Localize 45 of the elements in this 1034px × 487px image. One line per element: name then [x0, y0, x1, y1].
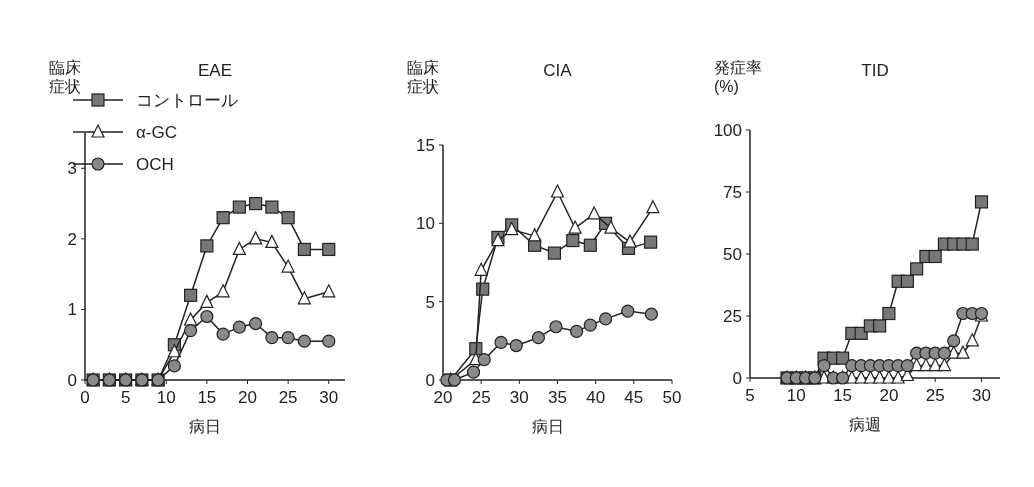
y-tick-label: 3 — [67, 159, 77, 179]
y-tick-label: 75 — [723, 183, 742, 202]
legend-label: OCH — [136, 155, 174, 174]
legend-label: コントロール — [136, 91, 238, 110]
chart-title: EAE — [197, 61, 233, 80]
x-tick-label: 35 — [548, 388, 567, 407]
x-tick-label: 0 — [80, 388, 90, 407]
x-tick-label: 25 — [278, 388, 298, 407]
y-tick-label: 2 — [67, 229, 77, 249]
x-tick-label: 5 — [745, 386, 755, 405]
x-tick-label: 20 — [433, 388, 453, 407]
y-tick-label: 25 — [723, 307, 742, 326]
x-tick-label: 50 — [662, 388, 682, 407]
x-axis-title: 病日 — [531, 418, 564, 435]
x-axis-title: 病週 — [849, 416, 881, 433]
x-tick-label: 30 — [509, 388, 529, 407]
x-tick-label: 10 — [156, 388, 176, 407]
y-axis-title: 臨床症状 — [407, 58, 440, 97]
chart-title: TID — [861, 61, 889, 80]
y-tick-label: 1 — [67, 300, 77, 320]
x-tick-label: 30 — [972, 386, 991, 405]
x-tick-label: 45 — [624, 388, 644, 407]
x-axis-title: 病日 — [189, 418, 221, 435]
legend-label: α-GC — [136, 123, 177, 142]
y-tick-label: 0 — [732, 369, 742, 388]
y-tick-label: 50 — [723, 245, 742, 264]
y-axis-title: 発症率 (%) — [714, 58, 762, 97]
x-tick-label: 20 — [879, 386, 899, 405]
x-tick-label: 5 — [120, 388, 131, 407]
y-tick-label: 0 — [425, 371, 435, 390]
chart-title: CIA — [543, 61, 573, 80]
x-tick-label: 15 — [833, 386, 853, 405]
y-tick-label: 100 — [713, 121, 742, 140]
x-tick-label: 20 — [238, 388, 257, 407]
y-axis-title: 臨床症状 — [49, 58, 82, 97]
x-tick-label: 40 — [586, 388, 606, 407]
x-tick-label: 25 — [925, 386, 945, 405]
x-tick-label: 15 — [197, 388, 217, 407]
x-tick-label: 30 — [319, 388, 339, 407]
y-tick-label: 15 — [416, 136, 435, 155]
x-tick-label: 10 — [786, 386, 806, 405]
y-tick-label: 0 — [67, 371, 77, 390]
x-tick-label: 25 — [471, 388, 491, 407]
y-tick-label: 10 — [416, 214, 435, 234]
y-tick-label: 5 — [425, 292, 435, 312]
